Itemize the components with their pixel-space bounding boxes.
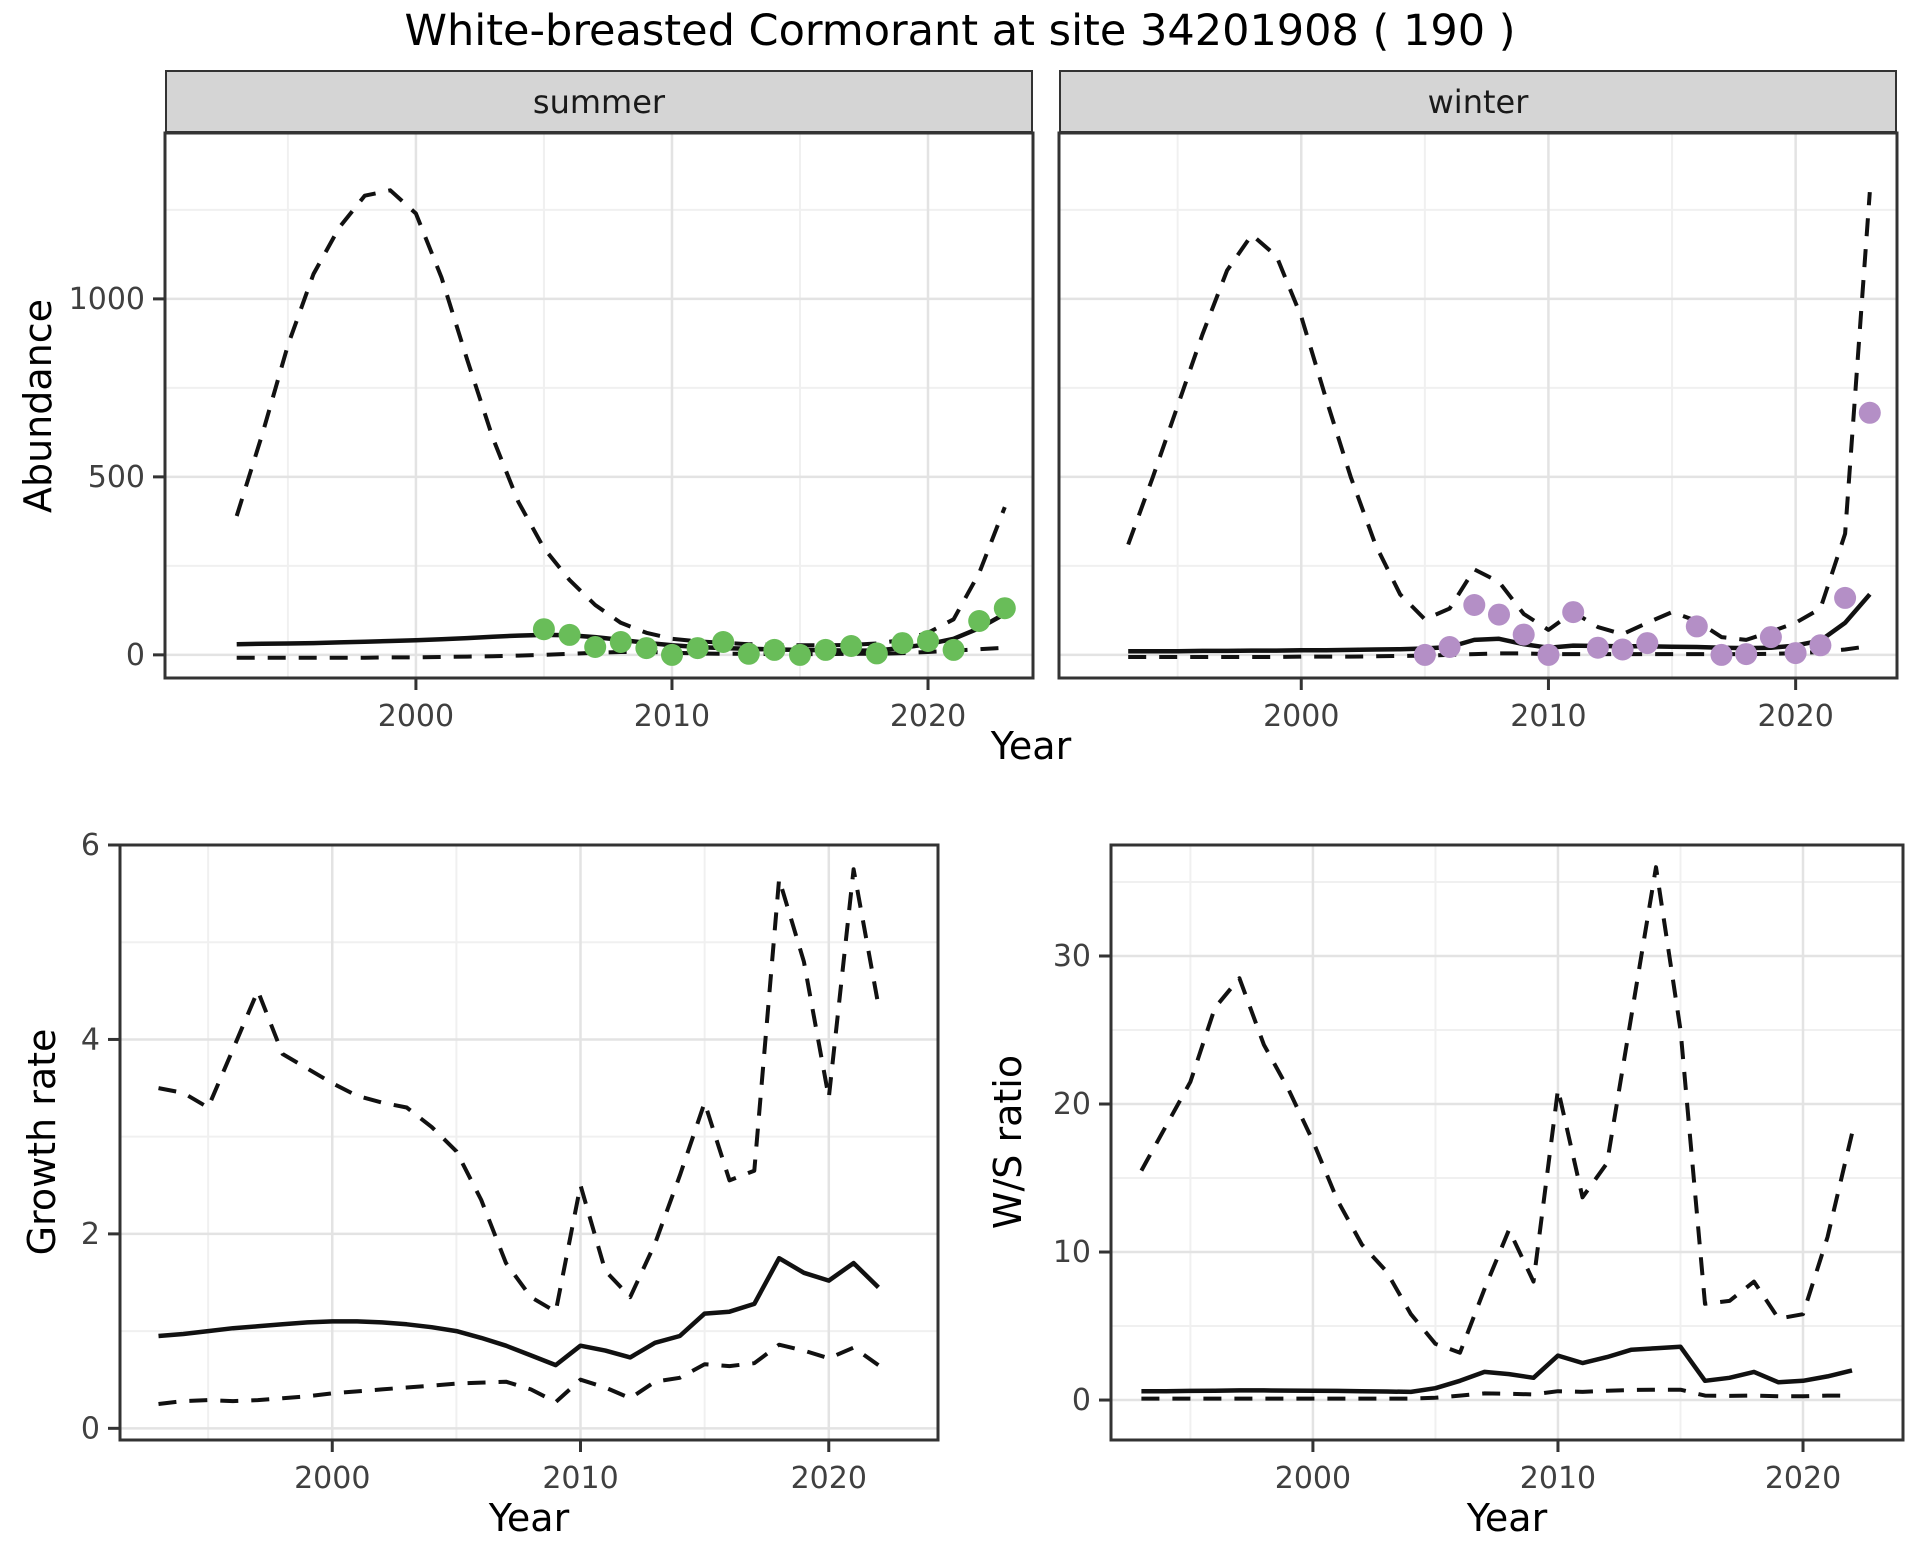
y-tick-label: 500 [88,460,145,495]
data-point [917,630,939,652]
series-mean [1141,1344,1853,1395]
y-tick-label: 0 [81,1411,100,1446]
data-point [763,638,786,661]
data-point [737,642,760,665]
data-point [1809,634,1832,657]
data-point [1413,643,1436,666]
series-upper-ci [234,188,1007,648]
data-point [1512,623,1535,646]
y-tick-label: 4 [81,1022,100,1057]
x-tick-label: 2010 [1510,699,1586,734]
y-tick-label: 2 [81,1217,100,1252]
facet-strip-winter: winter [1059,70,1897,133]
winter-observations [1413,401,1881,666]
data-point [814,638,837,661]
facet-label-summer: summer [532,82,666,121]
y-tick-label: 30 [1053,939,1091,974]
data-point [609,631,632,653]
data-point [1834,586,1857,609]
x-axis-label-year-growth: Year [488,1496,570,1540]
data-point [789,643,811,666]
series-upper-ci [1139,865,1854,1355]
x-tick-label: 2010 [1520,1461,1596,1496]
data-point [1586,636,1609,659]
data-point [840,635,863,657]
data-point [1858,401,1881,424]
x-axis-label-year-top: Year [990,724,1072,768]
data-point [635,637,658,660]
data-point [968,610,991,632]
series-lower-ci [158,1342,880,1406]
data-point [865,642,888,665]
x-tick-label: 2020 [791,1461,867,1496]
data-point [1463,594,1486,616]
x-tick-label: 2000 [294,1461,370,1496]
x-tick-label: 2010 [634,699,710,734]
data-point [1562,601,1585,624]
data-point [1488,603,1510,626]
y-tick-label: 1000 [69,282,145,317]
data-point [584,636,607,658]
panel-abundance-winter: 2000 2010 2020 [1057,131,1899,734]
x-axis-label-year-ws: Year [1466,1496,1548,1540]
x-tick-label: 2020 [890,699,966,734]
data-point [1611,638,1634,661]
series-mean [158,1255,880,1368]
data-point [1636,632,1659,655]
panel-growth-rate: 2000 2010 2020 0 2 4 6 [81,828,940,1496]
data-point [1537,643,1560,666]
series-upper-ci [158,867,881,1314]
panel-abundance-summer: 2000 2010 2020 0 500 1000 [69,131,1035,734]
x-tick-label: 2000 [1263,699,1339,734]
data-point [1784,642,1807,665]
data-point [532,618,555,641]
y-tick-label: 6 [81,828,100,863]
data-point [993,597,1016,620]
data-point [686,637,709,660]
facet-label-winter: winter [1427,82,1529,121]
y-tick-label: 0 [1072,1383,1091,1418]
x-tick-label: 2000 [1275,1461,1351,1496]
data-point [558,623,581,646]
y-tick-label: 20 [1053,1087,1091,1122]
facet-strip-summer: summer [165,70,1033,133]
series-upper-ci [1126,191,1872,642]
data-point [1438,636,1461,658]
data-point [712,631,735,653]
x-tick-label: 2010 [542,1461,618,1496]
data-point [1685,615,1708,638]
y-tick-label: 0 [126,638,145,673]
data-point [942,638,965,661]
series-lower-ci [1141,1387,1852,1401]
y-tick-label: 10 [1053,1235,1091,1270]
chart-title: White-breasted Cormorant at site 3420190… [404,6,1516,56]
data-point [891,632,914,655]
x-tick-label: 2000 [378,699,454,734]
panel-ws-ratio: 2000 2010 2020 0 10 20 30 [1053,843,1905,1496]
x-tick-label: 2020 [1765,1461,1841,1496]
data-point [1759,626,1782,649]
data-point [1735,643,1758,666]
data-point [661,643,683,666]
data-point [1710,643,1733,666]
summer-observations [532,597,1016,666]
x-tick-label: 2020 [1757,699,1833,734]
